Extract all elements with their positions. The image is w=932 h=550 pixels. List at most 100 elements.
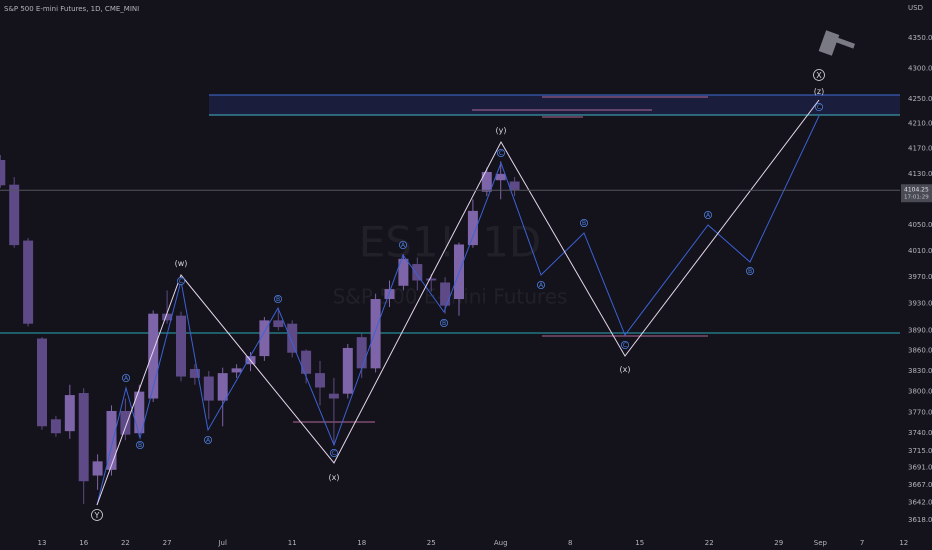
y-tick-label: 3860.00: [908, 347, 932, 355]
candle-body: [398, 258, 409, 286]
x-tick-label: 18: [357, 539, 366, 547]
y-tick-label: 3770.00: [908, 408, 932, 416]
candle-body: [50, 419, 61, 434]
y-tick-label: 4210.00: [908, 120, 932, 128]
watermark-symbol: ES1!, 1D: [359, 218, 542, 267]
wave-label: C: [179, 278, 183, 285]
wave-label: C: [817, 104, 821, 111]
candle-body: [231, 368, 242, 373]
x-tick-label: 8: [568, 539, 572, 547]
x-tick-label: 25: [427, 539, 436, 547]
wave-label: Y: [94, 511, 100, 520]
candle-body: [481, 171, 492, 192]
wave-circle: [496, 148, 505, 157]
candle-body: [217, 373, 228, 401]
x-tick-label: 11: [288, 539, 297, 547]
axis-panel: [900, 0, 932, 550]
wave-label: C: [332, 450, 336, 457]
y-tick-label: 3800.00: [908, 388, 932, 396]
candle-body: [203, 376, 214, 401]
zone: [209, 95, 932, 115]
candle-body: [342, 347, 353, 394]
wave-circle: [176, 276, 185, 285]
candle-body: [162, 313, 173, 321]
y-tick-label: 4010.00: [908, 247, 932, 255]
y-tick-label: 3618.00: [908, 516, 932, 524]
candle-body: [370, 299, 381, 369]
wave-circle: [746, 266, 755, 275]
x-tick-label: 7: [860, 539, 864, 547]
wave-circle: [91, 509, 103, 521]
wave-circle: [813, 69, 825, 81]
last-price-label: 4104.25: [904, 187, 929, 194]
x-tick-label: Jul: [217, 539, 227, 547]
candle-body: [0, 159, 6, 186]
candle-body: [426, 278, 437, 281]
wave-circle: [621, 340, 630, 349]
wave-label: A: [706, 212, 711, 219]
candle-body: [106, 410, 117, 470]
y-tick-label: 3691.00: [908, 464, 932, 472]
wave-circle: [122, 373, 131, 382]
x-tick-label: 16: [79, 539, 88, 547]
wave-label: B: [276, 296, 280, 303]
candle-body: [189, 369, 200, 378]
candle-body: [509, 181, 520, 191]
x-tick-label: Sep: [814, 539, 828, 547]
wave-circle: [537, 280, 546, 289]
candle-body: [287, 323, 298, 353]
candle-body: [92, 461, 103, 476]
wave-circle: [398, 240, 407, 249]
y-tick-label: 4130.00: [908, 170, 932, 178]
wave-label: (w): [175, 259, 188, 268]
countdown: 17:01:29: [904, 195, 929, 201]
wave-circle: [704, 210, 713, 219]
x-tick-label: 22: [705, 539, 714, 547]
chart-title: S&P 500 E-mini Futures, 1D, CME_MINI: [4, 5, 139, 13]
candle-body: [384, 289, 395, 300]
y-tick-label: 4250.00: [908, 95, 932, 103]
candle-body: [64, 395, 75, 432]
y-tick-label: 3890.00: [908, 326, 932, 334]
candle-body: [37, 338, 47, 427]
x-tick-label: 15: [635, 539, 644, 547]
x-tick-label: 29: [774, 539, 783, 547]
currency: USD: [908, 4, 923, 12]
candle-body: [301, 350, 312, 374]
candle-body: [259, 320, 270, 357]
wave-label: A: [401, 242, 406, 249]
y-tick-label: 4050.00: [908, 221, 932, 229]
candle-body: [120, 410, 131, 435]
wave-label: B: [138, 442, 142, 449]
y-tick-label: 4350.00: [908, 34, 932, 42]
wave-label: B: [582, 220, 586, 227]
y-tick-label: 4170.00: [908, 145, 932, 153]
candle-body: [440, 282, 451, 306]
y-tick-label: 4300.00: [908, 64, 932, 72]
candle-body: [495, 173, 506, 181]
y-tick-label: 3930.00: [908, 300, 932, 308]
y-tick-label: 3970.00: [908, 273, 932, 281]
wave-circle: [273, 294, 282, 303]
wave-label: B: [748, 268, 752, 275]
y-tick-label: 3715.00: [908, 447, 932, 455]
sub-wave: [96, 115, 820, 506]
wave-circle: [815, 103, 824, 112]
wave-circle: [203, 435, 212, 444]
candle-body: [148, 313, 159, 399]
wave-circle: [580, 218, 589, 227]
candle-body: [78, 393, 89, 482]
level-marks: [293, 96, 708, 423]
candle-body: [273, 320, 284, 328]
x-tick-label: 13: [38, 539, 47, 547]
candle-body: [356, 337, 367, 369]
wave-label: (x): [329, 473, 340, 482]
candle-body: [467, 210, 478, 246]
wave-circle: [135, 440, 144, 449]
y-tick-label: 3740.00: [908, 429, 932, 437]
wave-circle: [439, 318, 448, 327]
main-wave: [96, 99, 820, 506]
wave-label: (y): [496, 126, 507, 135]
candle-body: [9, 184, 20, 246]
